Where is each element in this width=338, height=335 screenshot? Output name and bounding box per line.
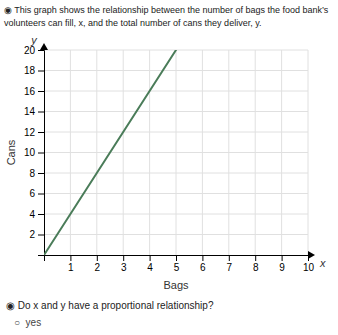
tick-label: 2: [95, 262, 101, 273]
tick-label: 4: [147, 262, 153, 273]
tick-mark: [38, 235, 44, 236]
tick-mark: [38, 50, 44, 51]
tick: 2: [95, 255, 101, 273]
tick: 6: [29, 188, 44, 199]
tick: 1: [68, 255, 74, 273]
tick: 8: [253, 255, 259, 273]
tick: 16: [24, 86, 44, 97]
chart: ◉ This graph shows the relationship betw…: [0, 0, 338, 335]
tick-mark: [38, 91, 44, 92]
tick-mark: [70, 255, 71, 261]
tick-label: 12: [24, 127, 36, 138]
y-axis-title: Cans: [5, 139, 17, 165]
title: ◉ This graph shows the relationship betw…: [4, 5, 329, 15]
tick-mark: [176, 255, 177, 261]
axis-line: [38, 51, 45, 256]
tick-label: 6: [29, 188, 35, 199]
tick-mark: [38, 214, 44, 215]
annotation: y: [30, 34, 38, 46]
tick: 7: [227, 255, 233, 273]
grid: [44, 50, 308, 255]
tick: 4: [147, 255, 153, 273]
y-axis: 2 4 6 8 10 12 14 16 18 20: [24, 45, 45, 256]
tick: 6: [200, 255, 206, 273]
grid-line: [44, 152, 308, 153]
tick-label: 10: [24, 147, 36, 158]
tick-mark: [123, 255, 124, 261]
grid-line: [44, 173, 308, 174]
tick-label: 8: [29, 168, 35, 179]
tick-mark: [150, 255, 151, 261]
axis-arrow: [40, 43, 48, 50]
tick-mark: [202, 255, 203, 261]
subtitle: volunteers can fill, x, and the total nu…: [4, 18, 261, 28]
tick-label: 9: [279, 262, 285, 273]
x-axis-title: Bags: [163, 279, 189, 291]
tick: 14: [24, 106, 44, 117]
tick-label: 8: [253, 262, 259, 273]
tick-label: 1: [68, 262, 74, 273]
tick-mark: [38, 153, 44, 154]
tick-label: 14: [24, 106, 36, 117]
line: [44, 50, 176, 255]
x-axis: 1 2 3 4 5 6 7 8 9 10: [45, 255, 315, 273]
tick-mark: [229, 255, 230, 261]
tick-label: 5: [174, 262, 180, 273]
tick: 3: [121, 255, 127, 273]
annotation: ◉ Do x and y have a proportional relatio…: [6, 300, 214, 311]
tick: 12: [24, 127, 44, 138]
axis-arrow: [308, 251, 315, 259]
plot: 123456789102468101214161820: [24, 43, 315, 273]
tick: 2: [29, 229, 44, 240]
tick: 18: [24, 65, 44, 76]
tick-mark: [38, 132, 44, 133]
tick: 9: [279, 255, 285, 273]
tick-mark: [38, 194, 44, 195]
axis-line: [45, 256, 309, 262]
tick-label: 3: [121, 262, 127, 273]
grid-line: [44, 214, 308, 215]
annotation: ○ yes: [14, 317, 41, 328]
tick: 20: [24, 45, 44, 56]
tick-label: 10: [303, 262, 315, 273]
tick-label: 7: [227, 262, 233, 273]
grid-line: [44, 70, 308, 71]
tick: 4: [29, 209, 44, 220]
tick-mark: [282, 255, 283, 261]
title-group: ◉ This graph shows the relationship betw…: [4, 5, 329, 28]
tick-label: 2: [29, 229, 35, 240]
annotation: x: [319, 257, 326, 269]
tick-label: 18: [24, 65, 36, 76]
tick-label: 6: [200, 262, 206, 273]
tick-mark: [38, 173, 44, 174]
tick-mark: [97, 255, 98, 261]
tick: 10: [24, 147, 44, 158]
grid-line: [44, 91, 308, 92]
tick: 8: [29, 168, 44, 179]
grid-line: [44, 234, 308, 235]
tick-mark: [38, 71, 44, 72]
marks: [44, 50, 176, 255]
tick-label: 4: [29, 209, 35, 220]
tick-label: 20: [24, 45, 36, 56]
tick-mark: [38, 112, 44, 113]
grid-line: [44, 132, 308, 133]
tick-label: 16: [24, 86, 36, 97]
tick: 5: [174, 255, 180, 273]
tick-mark: [255, 255, 256, 261]
grid-line: [44, 111, 308, 112]
